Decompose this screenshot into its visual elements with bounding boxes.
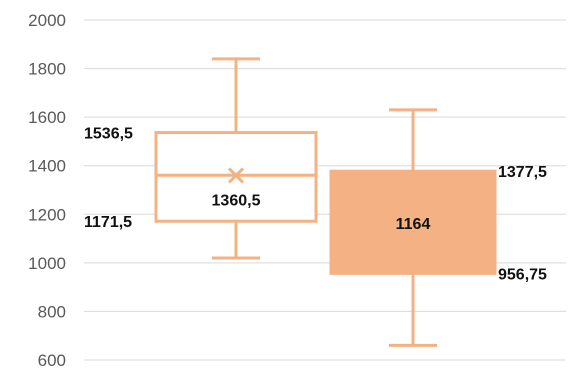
y-tick-label-1400: 1400 [28, 157, 66, 176]
box-1-q1-label: 1171,5 [84, 214, 132, 231]
y-tick-label-800: 800 [38, 302, 66, 321]
y-tick-label-1200: 1200 [28, 205, 66, 224]
y-axis: 600 800 1000 1200 1400 1600 1800 2000 [28, 11, 66, 370]
y-tick-label-600: 600 [38, 351, 66, 370]
box-1-q3-label: 1536,5 [84, 126, 133, 143]
box-1-median-label: 1360,5 [212, 192, 261, 209]
y-tick-label-1800: 1800 [28, 60, 66, 79]
box-2-q1-label: 956,75 [498, 266, 547, 283]
box-2-median-label: 1164 [396, 216, 431, 233]
y-tick-label-1600: 1600 [28, 108, 66, 127]
box-2-body [329, 169, 497, 275]
box-plot-series [154, 57, 497, 347]
y-tick-label-2000: 2000 [28, 11, 66, 30]
box-2-q3-label: 1377,5 [498, 164, 547, 181]
box-1-mean-marker-b [227, 167, 245, 184]
data-labels: 1536,5 1171,5 1360,5 1377,5 956,75 1164 [84, 126, 547, 284]
y-tick-label-1000: 1000 [28, 254, 66, 273]
